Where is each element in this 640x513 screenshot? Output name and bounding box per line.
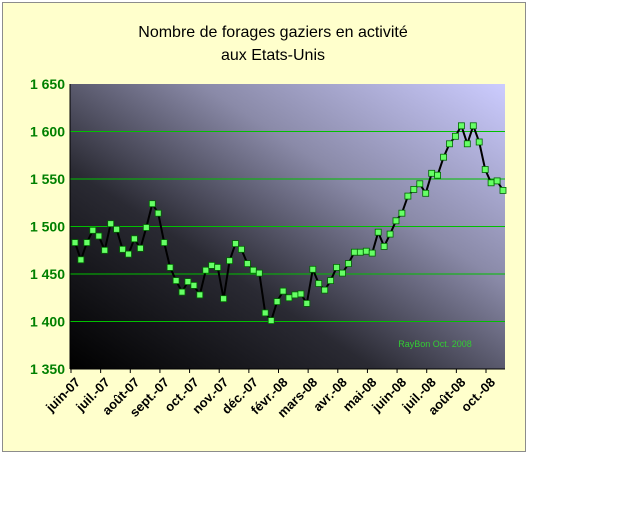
data-point xyxy=(249,266,257,274)
data-point xyxy=(77,256,85,264)
data-point xyxy=(339,269,346,277)
data-point xyxy=(374,228,382,236)
data-point xyxy=(469,122,477,130)
data-point xyxy=(89,226,97,234)
data-point xyxy=(184,278,192,286)
data-point xyxy=(113,225,120,233)
data-point xyxy=(166,263,174,271)
data-point xyxy=(303,299,311,307)
data-point xyxy=(285,294,293,302)
data-point xyxy=(350,248,358,256)
data-point xyxy=(83,239,91,247)
data-point xyxy=(107,220,115,228)
data-point xyxy=(142,224,150,231)
data-point xyxy=(119,245,126,253)
data-point xyxy=(321,286,329,294)
data-point xyxy=(493,177,501,185)
y-tick-label: 1 600 xyxy=(30,124,65,140)
data-point xyxy=(309,265,317,273)
data-point xyxy=(232,240,239,248)
data-markers xyxy=(71,122,507,325)
data-point xyxy=(178,288,186,296)
data-point xyxy=(362,247,370,255)
data-point xyxy=(101,246,109,254)
data-point xyxy=(404,192,412,200)
data-point xyxy=(446,140,453,148)
y-tick-label: 1 400 xyxy=(30,314,65,330)
data-point xyxy=(95,232,103,240)
data-point xyxy=(422,189,430,197)
data-point xyxy=(499,186,507,194)
chart-annotation: RayBon Oct. 2008 xyxy=(398,339,472,349)
data-point xyxy=(392,217,400,225)
chart-subtitle: aux Etats-Unis xyxy=(221,47,325,64)
data-point xyxy=(136,244,144,252)
data-point xyxy=(475,138,483,146)
data-point xyxy=(380,242,388,250)
data-point xyxy=(190,281,198,289)
axes xyxy=(69,84,505,370)
data-point xyxy=(344,260,352,268)
data-point xyxy=(208,261,216,269)
x-tick-label: oct.-08 xyxy=(458,375,498,415)
y-tick-label: 1 650 xyxy=(30,76,65,92)
data-point xyxy=(202,266,210,274)
data-point xyxy=(386,230,394,238)
y-tick-label: 1 550 xyxy=(30,171,65,187)
data-point xyxy=(125,250,132,258)
x-tick-label: juin-07 xyxy=(42,375,83,416)
y-tick-label: 1 350 xyxy=(30,361,65,377)
data-point xyxy=(220,295,228,303)
data-point xyxy=(487,179,495,187)
data-point xyxy=(327,277,335,285)
data-point xyxy=(154,209,162,217)
data-point xyxy=(356,248,364,256)
data-point xyxy=(315,280,323,287)
data-point xyxy=(279,287,287,295)
data-point xyxy=(481,166,489,173)
data-point xyxy=(148,200,156,208)
data-point xyxy=(398,209,406,217)
data-point xyxy=(440,153,448,161)
data-point xyxy=(416,180,424,188)
chart-frame: Nombre de forages gaziers en activité au… xyxy=(2,2,526,452)
gridlines xyxy=(70,131,505,322)
data-point xyxy=(291,291,299,299)
chart-title: Nombre de forages gaziers en activité xyxy=(138,24,408,41)
data-point xyxy=(451,132,459,140)
data-point xyxy=(333,263,341,271)
data-point xyxy=(255,269,263,277)
data-point xyxy=(273,298,281,306)
data-point xyxy=(226,257,234,265)
line-chart: Nombre de forages gaziers en activité au… xyxy=(30,24,507,420)
data-point xyxy=(410,185,418,193)
data-point xyxy=(463,140,471,148)
data-point xyxy=(243,260,251,268)
data-point xyxy=(457,122,465,130)
y-axis-ticks: 1 350 1 400 1 450 1 500 1 550 1 600 1 650 xyxy=(30,76,65,377)
data-point xyxy=(428,169,436,177)
data-point xyxy=(172,277,180,285)
y-tick-label: 1 450 xyxy=(30,266,65,282)
y-tick-label: 1 500 xyxy=(30,219,65,235)
data-point xyxy=(160,239,168,247)
data-point xyxy=(261,309,269,317)
data-point xyxy=(196,291,204,299)
data-point xyxy=(214,263,222,271)
x-axis-ticks: juin-07juil.-07août-07sept.-07oct.-07nov… xyxy=(42,369,498,420)
data-point xyxy=(237,245,245,253)
data-point xyxy=(71,239,79,247)
data-point xyxy=(368,249,376,257)
data-point xyxy=(297,290,305,298)
data-point xyxy=(267,317,275,325)
data-point xyxy=(434,171,442,179)
data-point xyxy=(130,235,138,243)
